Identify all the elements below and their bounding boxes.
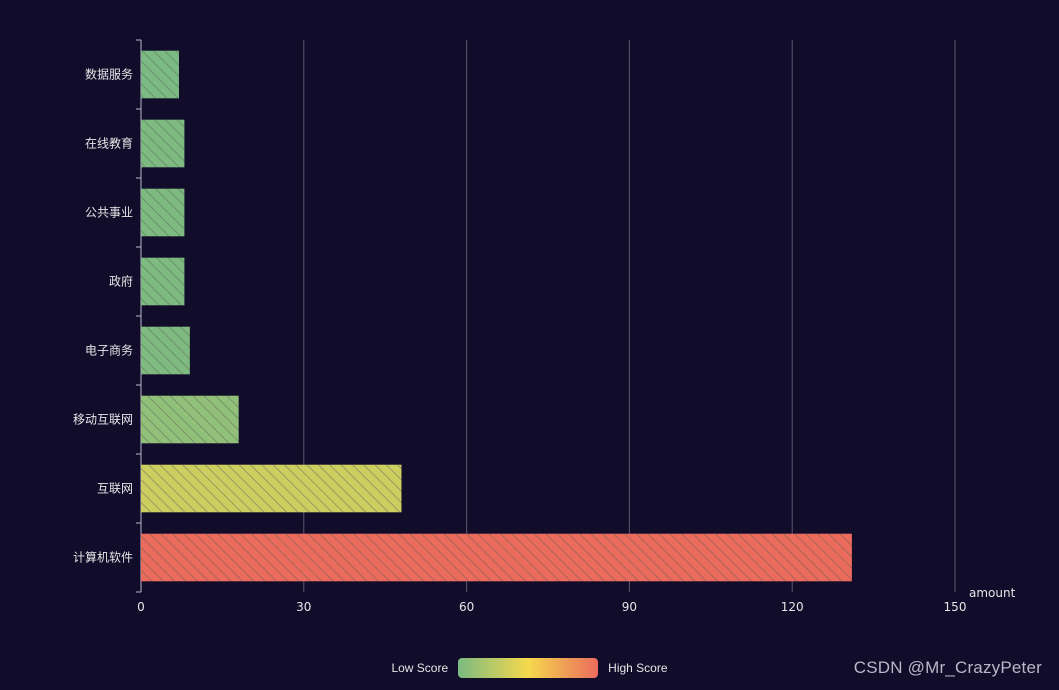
category-label: 数据服务 [85, 67, 133, 82]
x-tick-label: 30 [296, 600, 311, 614]
category-label: 公共事业 [85, 206, 133, 220]
legend-low-label: Low Score [391, 661, 449, 675]
bars [141, 50, 852, 582]
x-tick-label: 60 [459, 600, 474, 614]
x-tick-label: 90 [622, 600, 637, 614]
axes [136, 39, 142, 593]
bar-pattern [141, 395, 239, 444]
category-label: 政府 [109, 274, 133, 289]
color-gradient-bar[interactable] [458, 658, 599, 678]
watermark: CSDN @Mr_CrazyPeter [853, 658, 1042, 677]
legend-high-label: High Score [608, 661, 668, 675]
x-tick-label: 0 [137, 600, 145, 614]
category-label: 电子商务 [85, 343, 133, 358]
bar-pattern [141, 326, 190, 375]
bar-pattern [141, 533, 852, 582]
labels: 计算机软件 互联网 移动互联网 电子商务 政府 公共事业 在线教育 数据服务 0 30 60 90 12… [73, 67, 966, 615]
category-label: 在线教育 [85, 136, 133, 151]
bar-pattern [141, 188, 185, 237]
bar-pattern [141, 119, 185, 168]
category-label: 互联网 [97, 482, 133, 496]
bar-pattern [141, 50, 179, 99]
bar-pattern [141, 257, 185, 306]
x-tick-label: 150 [944, 600, 967, 614]
x-tick-label: 120 [781, 600, 804, 614]
visual-map-legend[interactable]: Low Score High Score [0, 655, 1059, 681]
x-axis-label: amount [969, 586, 1016, 600]
bar-pattern [141, 464, 402, 513]
category-label: 移动互联网 [73, 413, 133, 427]
category-label: 计算机软件 [73, 550, 133, 565]
